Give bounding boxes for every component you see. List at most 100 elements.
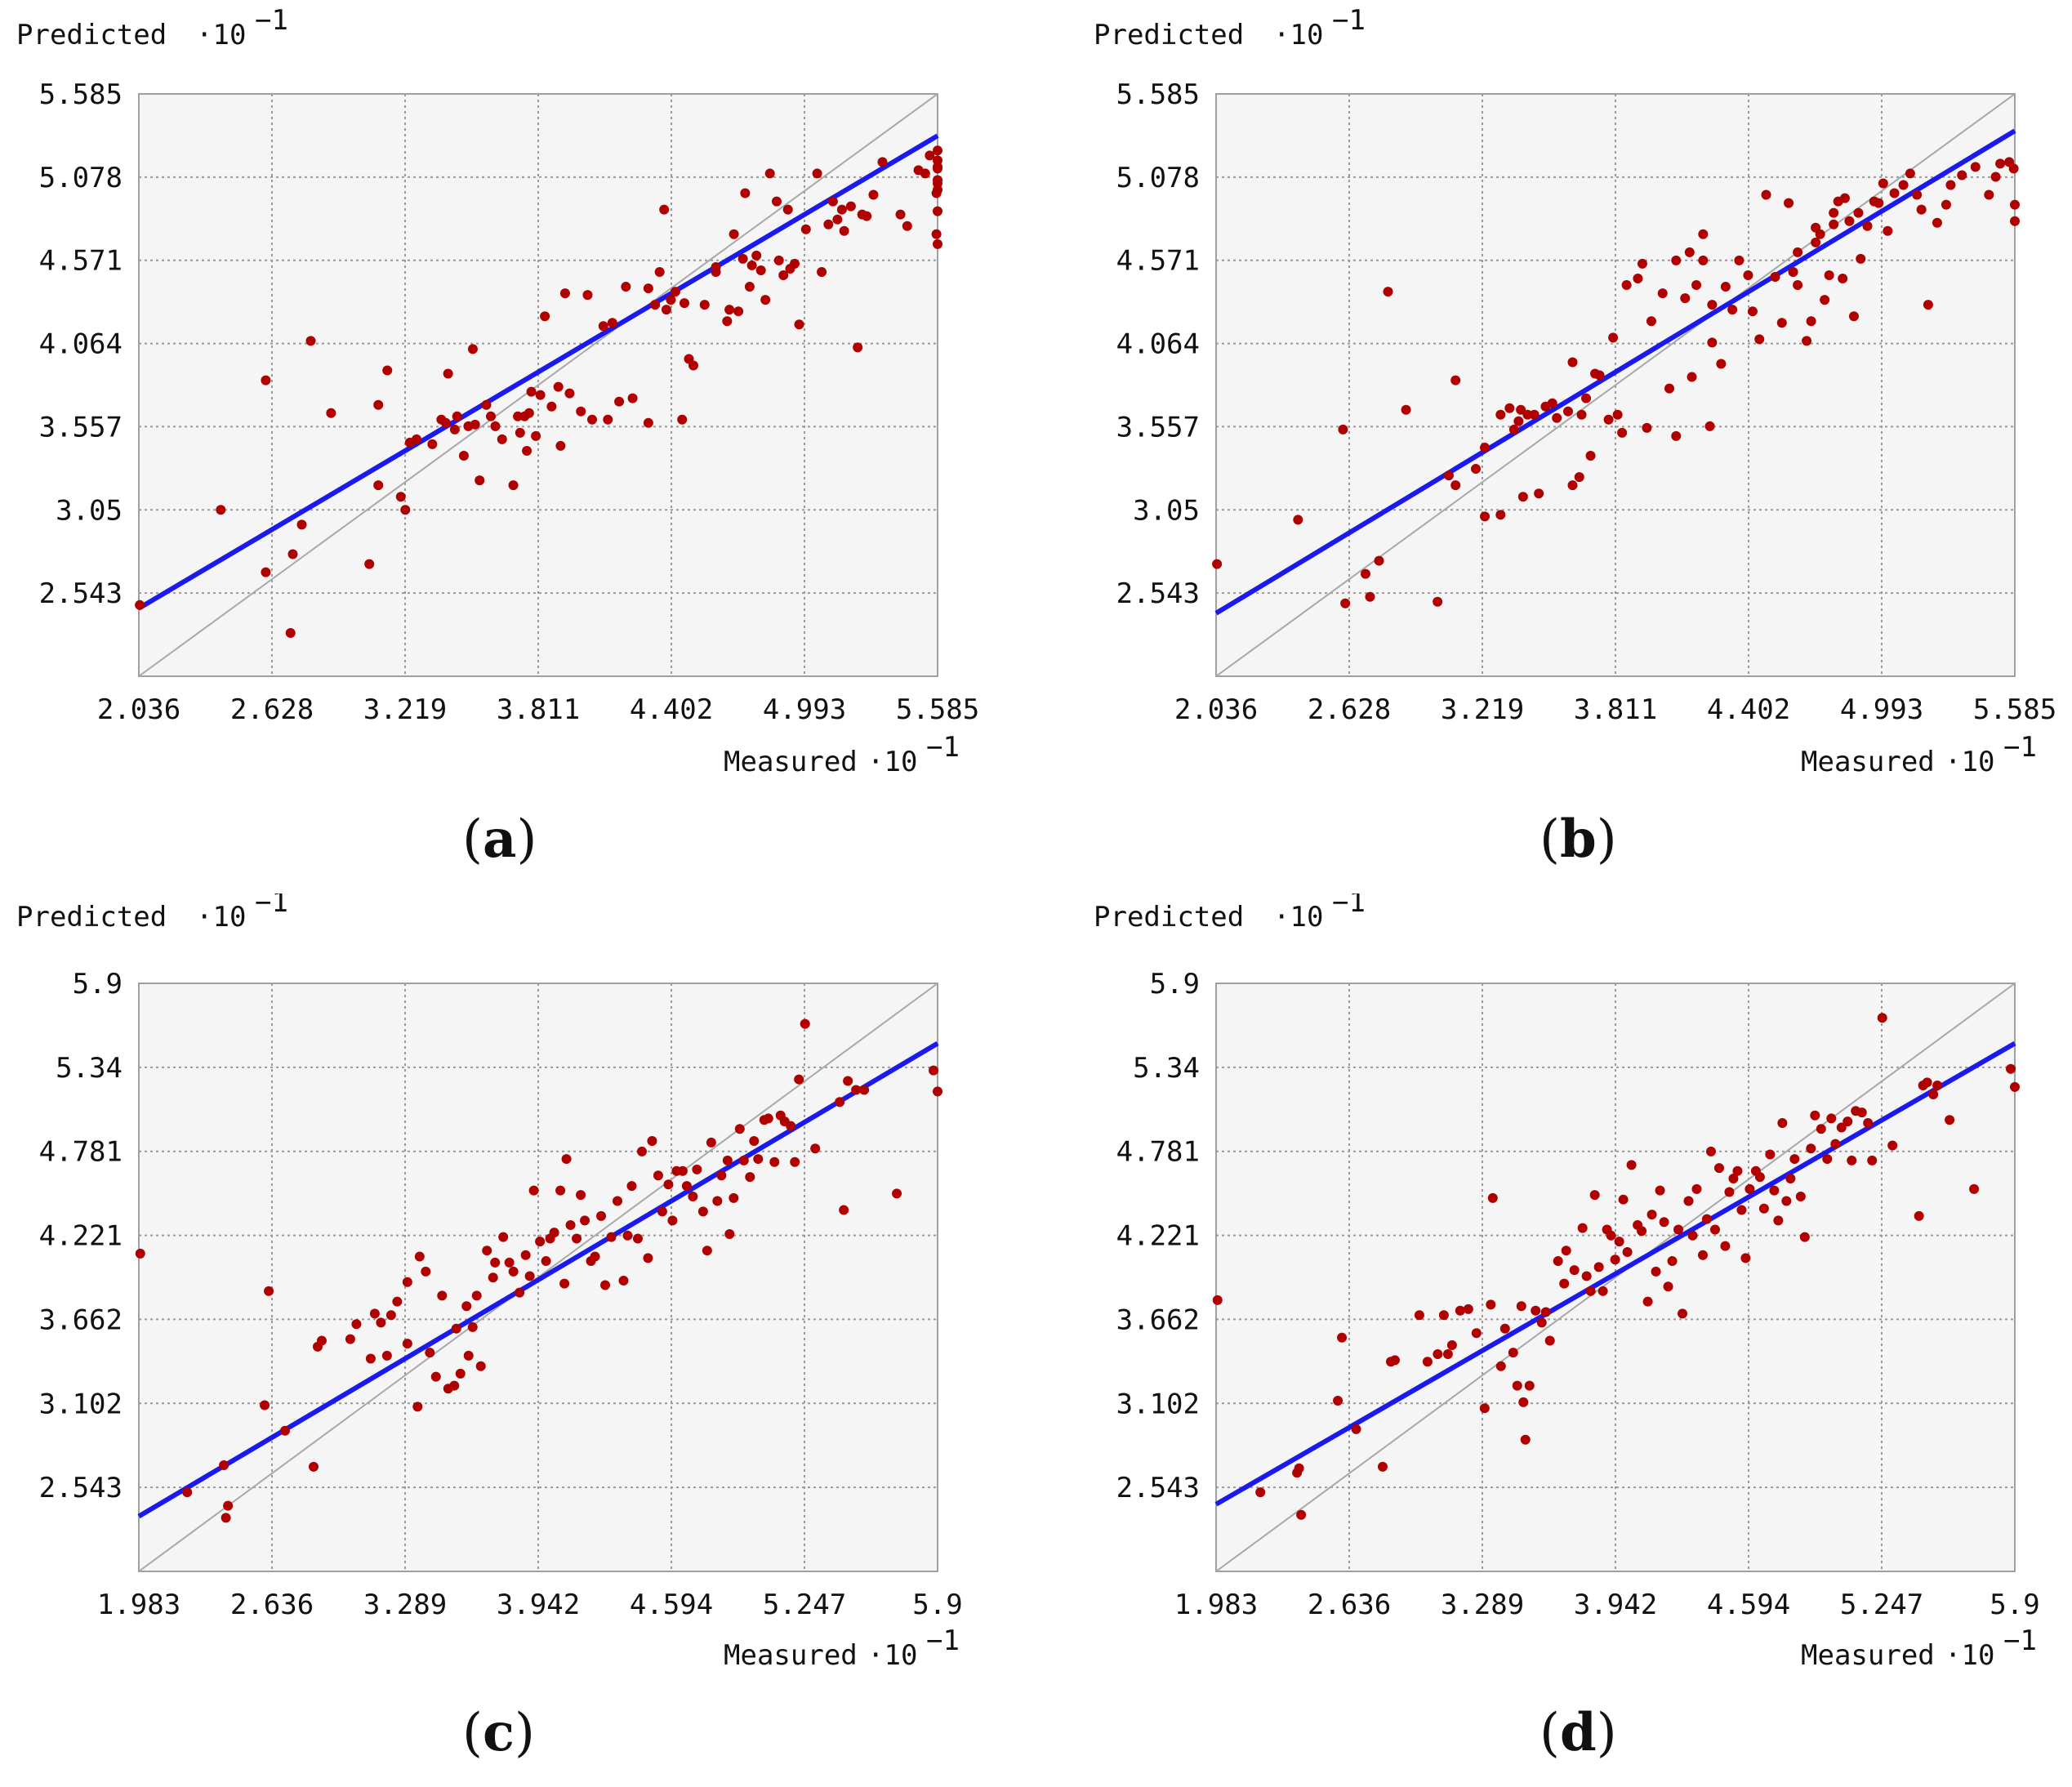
data-point — [659, 204, 670, 215]
data-point — [475, 1361, 486, 1371]
data-point — [1637, 1226, 1647, 1237]
data-point — [1593, 1262, 1604, 1272]
data-point — [285, 627, 296, 638]
data-point — [513, 411, 524, 421]
data-point — [1806, 316, 1816, 327]
data-point — [643, 1253, 653, 1263]
data-point — [827, 196, 838, 207]
data-point — [1377, 1461, 1388, 1472]
data-point — [933, 206, 942, 216]
data-point — [724, 1228, 735, 1239]
data-point — [929, 1065, 939, 1076]
data-point — [654, 266, 665, 277]
data-point — [677, 1165, 688, 1176]
data-point — [555, 440, 566, 451]
data-point — [308, 1461, 319, 1472]
data-point — [1450, 480, 1461, 491]
data-point — [1585, 1286, 1596, 1296]
data-point — [524, 1271, 535, 1281]
data-point — [1512, 1380, 1522, 1391]
data-point — [561, 1154, 572, 1165]
scatter-plot-b: 2.036 2.628 3.219 3.811 4.402 4.993 5.585 5.585… — [1094, 4, 2056, 778]
data-point — [931, 229, 942, 239]
x-tick-label: 5.9 — [1990, 1589, 2039, 1621]
data-point — [508, 1266, 519, 1277]
data-point — [572, 1233, 582, 1244]
data-point — [1781, 1196, 1792, 1206]
x-axis-scale: ·10 — [1945, 1639, 1994, 1672]
data-point — [760, 295, 771, 305]
data-point — [1687, 372, 1697, 382]
data-point — [1517, 492, 1528, 502]
data-point — [740, 188, 751, 198]
chart-panel-d: 1.983 2.636 3.289 3.942 4.594 5.247 5.9 5.9 5.34… — [1077, 894, 2072, 1787]
data-point — [287, 549, 298, 559]
data-point — [1520, 1434, 1531, 1445]
regression-line — [137, 133, 939, 611]
data-point — [933, 1086, 942, 1097]
data-point — [688, 360, 699, 371]
data-point — [1534, 488, 1544, 499]
data-point — [643, 417, 653, 428]
data-point — [526, 386, 537, 397]
data-point — [1822, 1154, 1833, 1165]
data-point — [264, 1286, 274, 1296]
data-point — [1401, 404, 1411, 415]
data-point — [1905, 168, 1915, 179]
data-point — [1581, 393, 1592, 403]
data-point — [812, 168, 822, 179]
data-point — [835, 1097, 845, 1107]
data-point — [771, 196, 782, 207]
data-point — [392, 1296, 403, 1307]
data-point — [515, 427, 525, 438]
data-point — [1657, 288, 1668, 299]
y-tick-label: 5.9 — [1150, 968, 1200, 1000]
data-point — [1862, 221, 1873, 231]
data-point — [800, 224, 811, 234]
data-point — [402, 1277, 412, 1287]
y-axis-label: Predicted — [16, 19, 167, 51]
data-point — [764, 168, 775, 179]
y-tick-label: 5.078 — [39, 162, 123, 194]
data-point — [1824, 270, 1834, 280]
data-point — [745, 1172, 755, 1183]
y-axis-scale: ·10 — [1273, 19, 1323, 51]
data-point — [1463, 1303, 1473, 1314]
data-point — [1829, 219, 1839, 230]
data-point — [365, 1353, 376, 1364]
data-point — [1758, 1203, 1769, 1214]
data-point — [1914, 1210, 1924, 1221]
data-point — [1970, 162, 1981, 172]
data-point — [1788, 266, 1798, 277]
data-point — [790, 258, 800, 269]
data-point — [1776, 318, 1787, 328]
data-point — [832, 214, 843, 225]
data-point — [839, 225, 849, 236]
data-point — [1360, 568, 1370, 579]
data-point — [679, 298, 689, 309]
data-point — [395, 492, 406, 502]
data-point — [600, 1280, 611, 1290]
data-point — [1816, 1124, 1826, 1134]
data-point — [1836, 1122, 1847, 1133]
data-point — [326, 408, 336, 418]
x-axis-scale: ·10 — [1945, 746, 1994, 778]
data-point — [549, 1228, 559, 1238]
data-point — [1720, 282, 1731, 292]
x-tick-label: 3.219 — [1441, 693, 1524, 726]
data-point — [1569, 1265, 1580, 1276]
data-point — [1806, 1143, 1816, 1154]
data-point — [412, 1402, 423, 1412]
data-point — [1212, 559, 1223, 569]
y-tick-label: 3.557 — [1116, 411, 1200, 443]
data-point — [504, 1257, 515, 1268]
data-point — [794, 319, 804, 330]
data-point — [596, 1210, 607, 1221]
data-point — [1499, 1323, 1510, 1334]
data-point — [219, 1460, 229, 1471]
data-point — [421, 1266, 431, 1277]
scatter-plot-a: 2.036 2.628 3.219 3.811 4.402 4.993 5.585 5.585… — [16, 4, 979, 778]
identity-line — [1215, 983, 2016, 1572]
data-point — [381, 1350, 392, 1361]
data-point — [933, 175, 942, 185]
